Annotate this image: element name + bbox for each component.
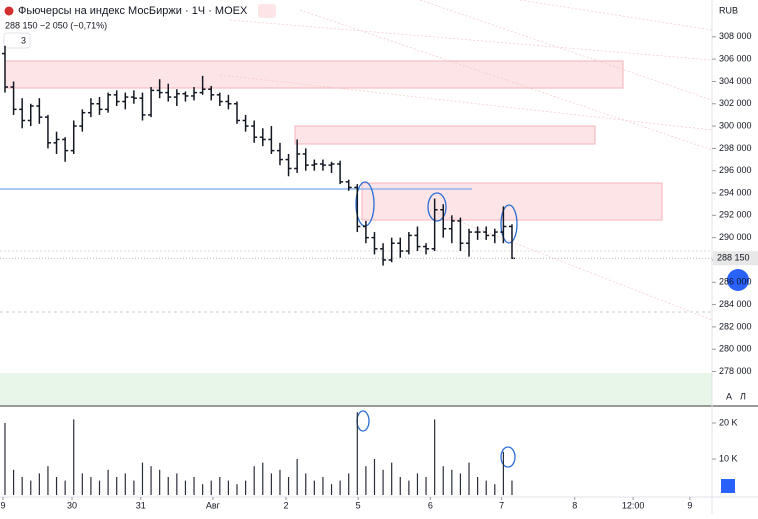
x-tick-label: 7: [499, 500, 504, 510]
y-tick-label: 302 000: [719, 98, 752, 108]
x-tick-label: 9: [687, 500, 692, 510]
resistance-zone: [4, 60, 624, 89]
volume-tick-label: 20 K: [719, 417, 738, 427]
x-tick-label: 2: [283, 500, 288, 510]
y-tick-label: 286 000: [719, 277, 752, 287]
x-tick-label: 31: [136, 500, 146, 510]
price-change: 288 150 −2 050 (−0,71%): [5, 20, 107, 30]
x-tick-label: 9: [0, 500, 5, 510]
last-price-tag: [713, 251, 758, 266]
y-tick-label: 284 000: [719, 299, 752, 309]
hand-marks: [355, 181, 518, 468]
x-tick-label: 8: [572, 500, 577, 510]
y-tick-label: 308 000: [719, 31, 752, 41]
y-tick-label: 282 000: [719, 321, 752, 331]
log-button[interactable]: Л: [740, 391, 746, 401]
y-tick-label: 298 000: [719, 143, 752, 153]
y-tick-label: 300 000: [719, 120, 752, 130]
y-tick-label: 290 000: [719, 232, 752, 242]
auto-button-bg[interactable]: [721, 479, 735, 493]
y-tick-label: 292 000: [719, 210, 752, 220]
last-price-label: 288 150: [717, 253, 750, 263]
badge: [258, 4, 276, 18]
x-tick-label: Авг: [206, 500, 221, 510]
y-tick-label: 306 000: [719, 54, 752, 64]
currency[interactable]: RUB: [719, 5, 738, 15]
indicators-toggle[interactable]: [3, 32, 31, 49]
flag-icon: [4, 6, 14, 16]
y-tick-label: 280 000: [719, 344, 752, 354]
add-button[interactable]: [727, 269, 749, 291]
chart-title: Фьючерсы на индекс МосБиржи · 1Ч · MOEX: [18, 5, 248, 17]
y-tick-label: 278 000: [719, 366, 752, 376]
support-zone: [0, 373, 712, 405]
x-tick-label: 5: [356, 500, 361, 510]
auto-button[interactable]: A: [726, 391, 732, 401]
y-tick-label: 294 000: [719, 187, 752, 197]
x-tick-label: 6: [428, 500, 433, 510]
y-tick-label: 304 000: [719, 76, 752, 86]
x-tick-label: 12:00: [622, 500, 645, 510]
trend-lines: [219, 0, 713, 321]
x-tick-label: 30: [67, 500, 77, 510]
resistance-zone: [294, 125, 596, 145]
volume-tick-label: 10 K: [719, 453, 738, 463]
indicators-count[interactable]: 3: [21, 35, 26, 45]
y-tick-label: 296 000: [719, 165, 752, 175]
